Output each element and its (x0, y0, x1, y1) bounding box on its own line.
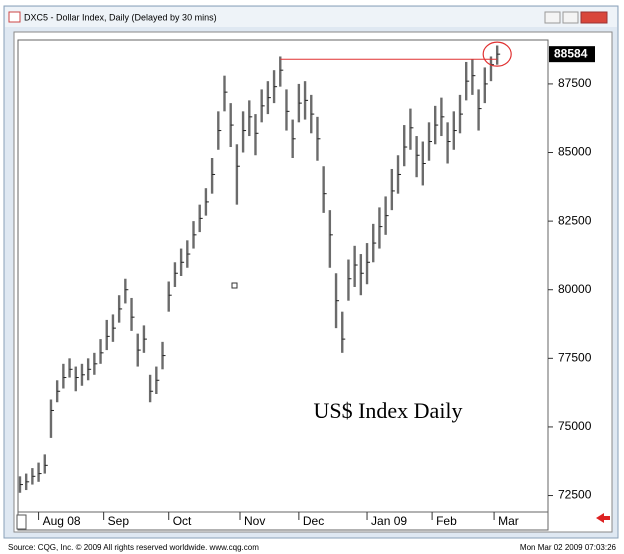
minimize-button[interactable] (544, 11, 561, 24)
maximize-button[interactable] (562, 11, 579, 24)
y-tick-label: 72500 (558, 488, 592, 502)
x-tick-label: Dec (303, 514, 324, 528)
y-tick-label: 75000 (558, 419, 592, 433)
window-icon (8, 11, 21, 23)
last-value-label: 88584 (554, 46, 588, 60)
y-tick-label: 80000 (558, 282, 592, 296)
last-value-box (549, 46, 595, 63)
x-tick-label: Sep (108, 514, 130, 528)
cursor-marker (231, 282, 238, 289)
x-axis-band (17, 511, 549, 531)
source-note: Source: CQG, Inc. © 2009 All rights rese… (8, 543, 259, 552)
x-tick-label: Oct (173, 514, 192, 528)
annotation: US$ Index Daily (313, 398, 462, 423)
timestamp: Mon Mar 02 2009 07:03:26 (520, 543, 617, 552)
plot-area (17, 39, 549, 513)
x-tick-label: Mar (498, 514, 519, 528)
y-tick-label: 82500 (558, 213, 592, 227)
y-tick-label: 85000 (558, 145, 592, 159)
close-button[interactable] (580, 11, 608, 24)
scroll-box[interactable] (16, 514, 27, 530)
x-tick-label: Feb (436, 514, 457, 528)
highlight-circle (482, 41, 512, 67)
window-title: DXC5 - Dollar Index, Daily (Delayed by 3… (24, 12, 217, 22)
scroll-arrow[interactable] (596, 513, 610, 523)
title-bar (5, 7, 617, 27)
y-tick-label: 87500 (558, 76, 592, 90)
y-tick-label: 77500 (558, 350, 592, 364)
window-buttons[interactable] (544, 11, 608, 24)
x-tick-label: Jan 09 (371, 514, 407, 528)
x-tick-label: Nov (244, 514, 265, 528)
x-tick-label: Aug 08 (43, 514, 81, 528)
